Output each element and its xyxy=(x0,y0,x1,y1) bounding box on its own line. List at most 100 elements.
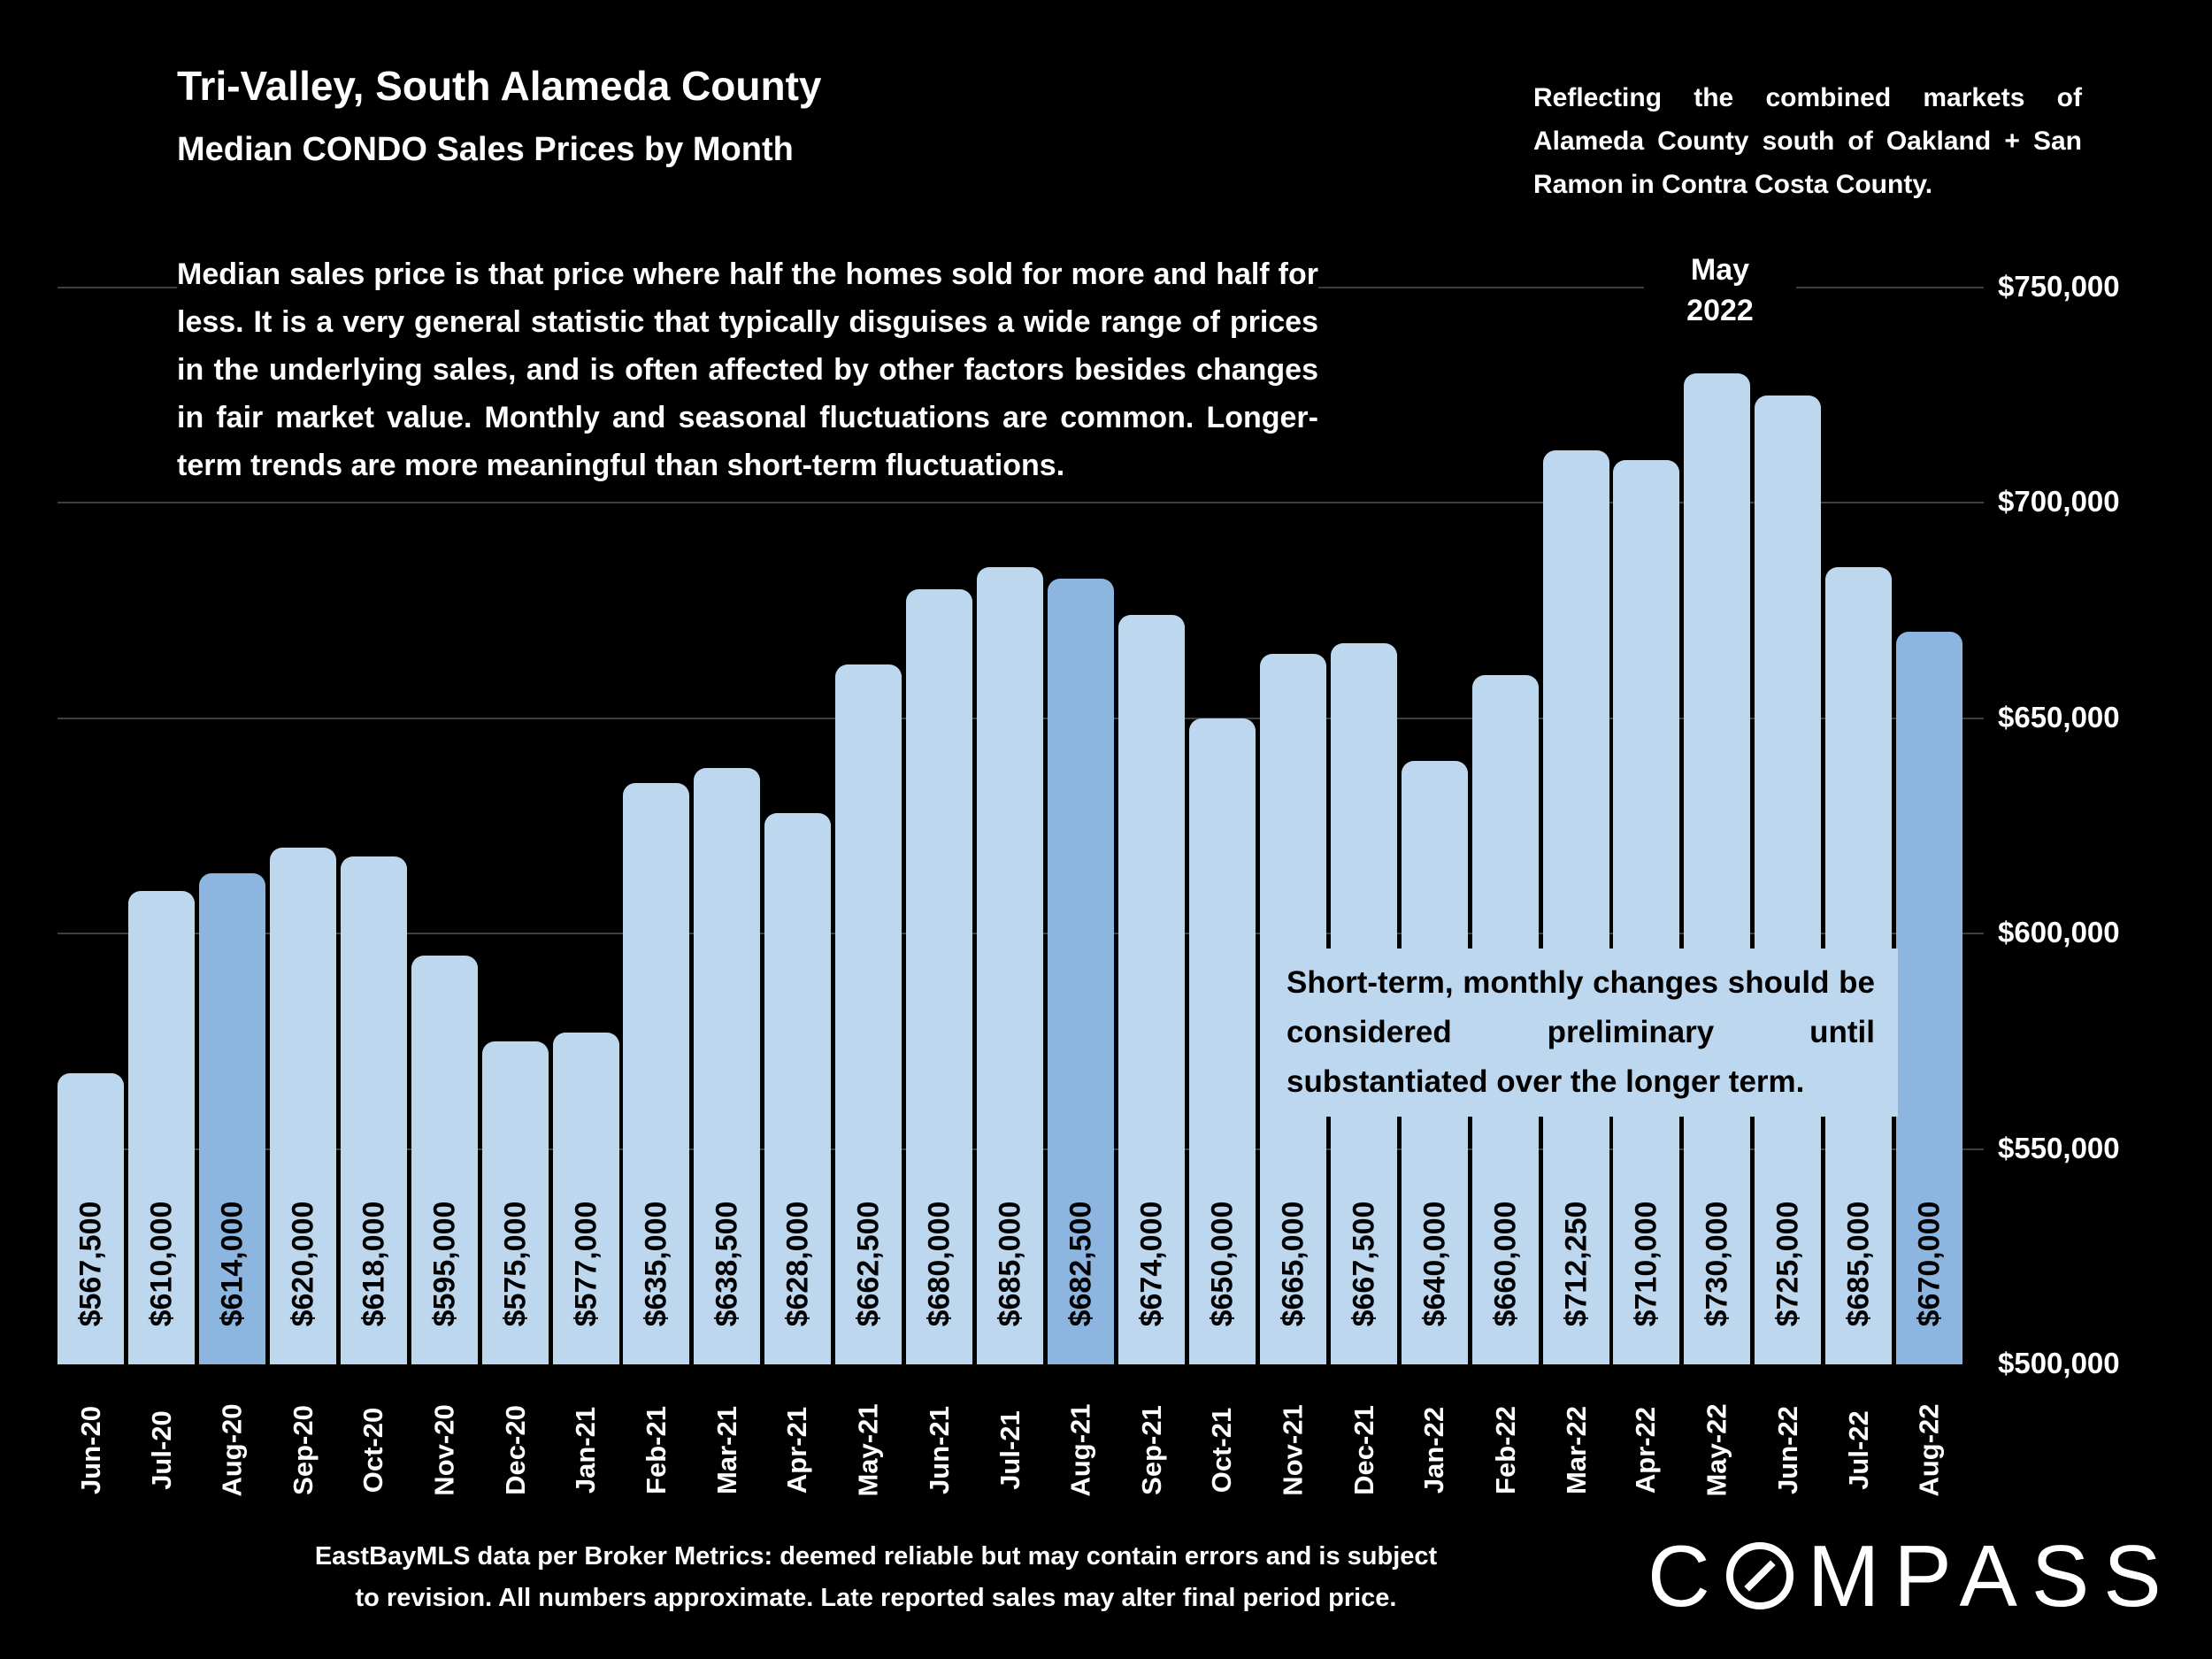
bar-value-label: $660,000 xyxy=(1488,1201,1522,1327)
x-axis-tick-label: Jun-21 xyxy=(923,1405,955,1494)
x-axis-tick-label: Aug-21 xyxy=(1064,1402,1096,1497)
x-axis-tick: Jan-22 xyxy=(1402,1377,1468,1523)
page-title: Tri-Valley, South Alameda County xyxy=(177,63,822,109)
short-term-callout: Short-term, monthly changes should be co… xyxy=(1263,949,1898,1117)
compass-logo-o-icon xyxy=(1725,1542,1793,1609)
x-axis-tick: Mar-22 xyxy=(1543,1377,1609,1523)
bar-value-wrapper: $685,000 xyxy=(1825,1178,1892,1350)
bar-value-label: $628,000 xyxy=(780,1201,814,1327)
bar-value-label: $685,000 xyxy=(993,1201,1026,1327)
bar-Jun-21: $680,000 xyxy=(906,589,972,1364)
bar-value-label: $610,000 xyxy=(144,1201,178,1327)
bar-value-wrapper: $712,250 xyxy=(1543,1178,1609,1350)
bar-value-wrapper: $730,000 xyxy=(1684,1178,1750,1350)
bar-May-22: $730,000 xyxy=(1684,373,1750,1364)
gridline xyxy=(58,502,1984,504)
bar-value-label: $640,000 xyxy=(1417,1201,1451,1327)
bar-Nov-20: $595,000 xyxy=(411,956,478,1364)
x-axis-tick-label: May-22 xyxy=(1701,1402,1732,1497)
x-axis-tick-label: Jul-20 xyxy=(145,1409,177,1490)
x-axis-tick: Dec-21 xyxy=(1331,1377,1397,1523)
bar-Sep-21: $674,000 xyxy=(1118,615,1185,1364)
plot-area: $567,500 $610,000 $614,000 $620,000 $618,000… xyxy=(58,288,1984,1364)
peak-month-line1: May xyxy=(1690,253,1750,287)
peak-month-line2: 2022 xyxy=(1686,294,1754,327)
bar-value-wrapper: $614,000 xyxy=(199,1178,265,1350)
x-axis-tick: Apr-22 xyxy=(1613,1377,1679,1523)
x-axis-tick: Aug-20 xyxy=(199,1377,265,1523)
x-axis-tick: Jul-20 xyxy=(128,1377,195,1523)
bar-value-label: $618,000 xyxy=(357,1201,390,1327)
bar-value-label: $725,000 xyxy=(1770,1201,1804,1327)
bar-Jul-21: $685,000 xyxy=(977,567,1043,1364)
y-axis-tick-label: $700,000 xyxy=(1998,485,2120,518)
bar-value-wrapper: $685,000 xyxy=(977,1178,1043,1350)
bar-value-label: $638,500 xyxy=(710,1201,743,1327)
bar-value-wrapper: $665,000 xyxy=(1260,1178,1326,1350)
bar-value-wrapper: $667,500 xyxy=(1331,1178,1397,1350)
bar-Dec-20: $575,000 xyxy=(482,1041,549,1364)
disclaimer-line1: EastBayMLS data per Broker Metrics: deem… xyxy=(314,1542,1438,1571)
bar-value-label: $730,000 xyxy=(1700,1201,1733,1327)
bar-value-label: $674,000 xyxy=(1134,1201,1168,1327)
data-disclaimer: EastBayMLS data per Broker Metrics: deem… xyxy=(221,1536,1531,1619)
bar-value-wrapper: $725,000 xyxy=(1755,1178,1821,1350)
x-axis-tick: Nov-21 xyxy=(1260,1377,1326,1523)
bar-value-wrapper: $628,000 xyxy=(764,1178,831,1350)
x-axis-tick-label: Oct-20 xyxy=(357,1407,389,1493)
x-axis-tick-label: Dec-20 xyxy=(499,1404,531,1495)
x-axis-tick: Sep-20 xyxy=(270,1377,336,1523)
x-axis-tick-label: Jul-21 xyxy=(994,1409,1025,1490)
x-axis-tick-label: Jan-22 xyxy=(1418,1406,1450,1494)
bar-value-wrapper: $710,000 xyxy=(1613,1178,1679,1350)
x-axis-tick: May-21 xyxy=(835,1377,902,1523)
bar-value-label: $670,000 xyxy=(1912,1201,1946,1327)
x-axis-tick-label: Apr-22 xyxy=(1630,1406,1662,1494)
bar-value-label: $620,000 xyxy=(286,1201,319,1327)
x-axis-tick-label: Sep-20 xyxy=(287,1404,319,1495)
bar-value-label: $712,250 xyxy=(1559,1201,1593,1327)
bar-Oct-20: $618,000 xyxy=(341,856,407,1364)
x-axis-tick: Jul-22 xyxy=(1825,1377,1892,1523)
x-axis-tick-label: Mar-22 xyxy=(1560,1405,1592,1494)
bar-value-wrapper: $577,000 xyxy=(553,1178,619,1350)
x-axis-tick: Aug-22 xyxy=(1896,1377,1962,1523)
x-axis-tick-label: Dec-21 xyxy=(1348,1404,1379,1495)
bar-value-wrapper: $650,000 xyxy=(1189,1178,1256,1350)
y-axis-tick-label: $550,000 xyxy=(1998,1131,2120,1164)
bar-Jul-20: $610,000 xyxy=(128,891,195,1364)
bar-value-wrapper: $620,000 xyxy=(270,1178,336,1350)
bar-value-label: $665,000 xyxy=(1276,1201,1310,1327)
market-scope-note: Reflecting the combined markets of Alame… xyxy=(1533,83,2082,199)
bar-value-wrapper: $618,000 xyxy=(341,1178,407,1350)
y-axis-tick-label: $500,000 xyxy=(1998,1347,2120,1380)
x-axis-tick: Mar-21 xyxy=(694,1377,760,1523)
bar-value-label: $650,000 xyxy=(1205,1201,1239,1327)
x-axis-tick-label: Feb-21 xyxy=(640,1405,672,1494)
bar-value-label: $682,500 xyxy=(1064,1201,1097,1327)
bar-Mar-21: $638,500 xyxy=(694,768,760,1364)
bar-Oct-21: $650,000 xyxy=(1189,718,1256,1364)
x-axis-tick-label: Jan-21 xyxy=(570,1406,602,1494)
peak-month-annotation: May 2022 xyxy=(1644,246,1796,334)
bar-value-wrapper: $670,000 xyxy=(1896,1178,1962,1350)
x-axis-tick: Nov-20 xyxy=(411,1377,478,1523)
x-axis-tick: Oct-21 xyxy=(1189,1377,1256,1523)
x-axis-tick-label: Apr-21 xyxy=(781,1406,813,1494)
bar-value-wrapper: $640,000 xyxy=(1402,1178,1468,1350)
x-axis-tick-label: Mar-21 xyxy=(710,1405,742,1494)
x-axis-tick: Jun-20 xyxy=(58,1377,124,1523)
x-axis-tick: Aug-21 xyxy=(1048,1377,1114,1523)
x-axis-tick: Sep-21 xyxy=(1118,1377,1185,1523)
x-axis-tick-label: Jul-22 xyxy=(1842,1409,1874,1490)
x-axis-tick-label: Aug-22 xyxy=(1913,1402,1945,1497)
bar-Mar-22: $712,250 xyxy=(1543,450,1609,1364)
x-axis-tick-label: Oct-21 xyxy=(1206,1407,1238,1493)
bar-value-wrapper: $662,500 xyxy=(835,1178,902,1350)
bar-Apr-21: $628,000 xyxy=(764,813,831,1364)
bar-value-label: $667,500 xyxy=(1347,1201,1380,1327)
bar-value-wrapper: $610,000 xyxy=(128,1178,195,1350)
bar-value-label: $577,000 xyxy=(569,1201,603,1327)
bar-value-wrapper: $682,500 xyxy=(1048,1178,1114,1350)
